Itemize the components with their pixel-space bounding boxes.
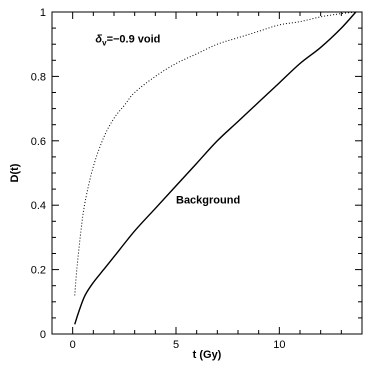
- delta-symbol: δ: [95, 34, 102, 46]
- annotation-text: =−0.9 void: [107, 34, 161, 46]
- annotations: δv=−0.9 void Background: [95, 34, 240, 207]
- y-tick-label: 0.6: [31, 136, 46, 148]
- tick-labels: 0 5 10 0 0.2 0.4 0.6 0.8 1: [31, 7, 286, 351]
- y-tick-label: 1: [40, 7, 46, 19]
- background-annotation: Background: [176, 195, 240, 207]
- plot-border: [51, 11, 363, 335]
- y-tick-label: 0.8: [31, 71, 46, 83]
- x-tick-label: 10: [273, 339, 285, 351]
- x-tick-label: 5: [173, 339, 179, 351]
- ticks: [52, 11, 362, 335]
- void-curve: [74, 11, 356, 296]
- void-annotation: δv=−0.9 void: [95, 34, 160, 48]
- background-curve: [74, 11, 357, 325]
- y-tick-label: 0: [40, 329, 46, 341]
- x-tick-label: 0: [70, 339, 76, 351]
- x-axis-title: t (Gy): [193, 349, 222, 361]
- series-group: [74, 11, 357, 325]
- y-axis-title: D(t): [9, 163, 21, 182]
- y-tick-label: 0.4: [31, 200, 46, 212]
- plot-frame: [51, 11, 363, 335]
- y-tick-label: 0.2: [31, 265, 46, 277]
- delta-subscript: v: [102, 39, 107, 48]
